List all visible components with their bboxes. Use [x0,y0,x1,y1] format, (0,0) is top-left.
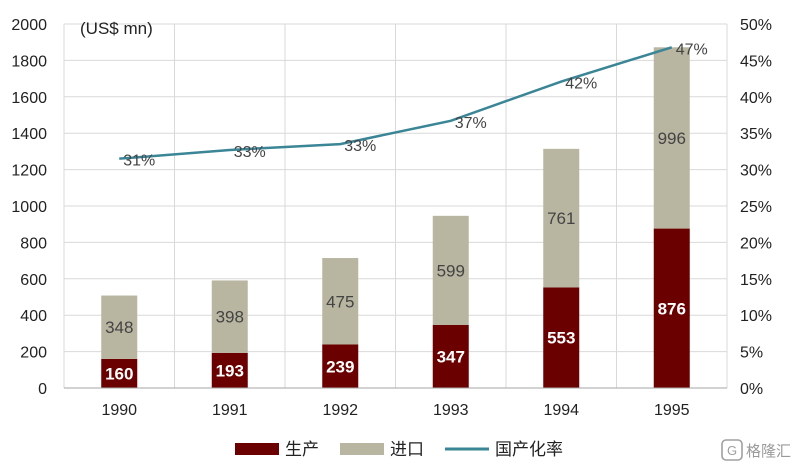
bar-label-import: 761 [547,209,575,228]
bar-label-import: 348 [105,318,133,337]
bar-label-import: 599 [437,261,465,280]
legend: 生产 进口 国产化率 [235,440,563,459]
x-tick-label: 1990 [101,402,137,419]
legend-swatch [235,443,279,455]
legend-swatch [340,443,384,455]
legend-item-ratio: 国产化率 [445,440,563,459]
logo-g-icon: G [721,439,743,461]
bar-label-import: 475 [326,292,354,311]
y2-tick-label: 20% [740,235,772,252]
y-tick-label: 1200 [11,163,47,180]
ratio-label: 37% [455,115,487,132]
bar-import [432,215,469,325]
bar-label-production: 160 [105,364,133,383]
y-tick-label: 0 [38,381,47,398]
ratio-label: 31% [123,153,155,170]
bar-production [432,324,469,388]
legend-item-import: 进口 [340,440,424,459]
bar-label-import: 996 [658,129,686,148]
bar-production [322,344,359,388]
y-tick-label: 400 [20,308,47,325]
y2-tick-label: 15% [740,272,772,289]
ratio-label: 42% [565,76,597,93]
x-tick-label: 1993 [433,402,469,419]
y-unit-label: (US$ mn) [80,19,153,38]
bar-label-import: 398 [216,308,244,327]
bar-import [101,295,138,359]
y-tick-label: 2000 [11,17,47,34]
ratio-label: 33% [344,138,376,155]
y-tick-label: 1800 [11,53,47,70]
bar-production [653,228,690,388]
bars [101,47,690,388]
x-tick-label: 1992 [322,402,358,419]
y-tick-label: 600 [20,272,47,289]
watermark: G 格隆汇 [721,439,791,461]
bar-import [543,148,580,288]
bar-label-production: 347 [437,347,465,366]
legend-item-production: 生产 [235,440,319,459]
y2-tick-label: 50% [740,17,772,34]
bar-import [653,47,690,229]
y2-tick-label: 35% [740,126,772,143]
ratio-line [119,46,673,160]
ratio-label: 47% [676,41,708,58]
axes: 0 200 400 600 800 1000 1200 1400 1600 1800 2000 0% 5… [11,17,772,419]
bar-production [543,287,580,388]
y-tick-label: 200 [20,345,47,362]
y-tick-label: 800 [20,235,47,252]
y2-tick-label: 40% [740,90,772,107]
y2-tick-label: 30% [740,163,772,180]
y-tick-label: 1000 [11,199,47,216]
y2-tick-label: 45% [740,53,772,70]
ratio-line-path [119,46,673,160]
bar-import [211,280,248,353]
legend-label: 国产化率 [495,440,563,459]
y-tick-label: 1400 [11,126,47,143]
bar-import [322,258,359,345]
x-tick-label: 1994 [543,402,579,419]
x-tick-label: 1991 [212,402,248,419]
bar-label-production: 239 [326,357,354,376]
y2-tick-label: 25% [740,199,772,216]
gridlines [63,23,728,388]
y2-tick-label: 5% [740,345,763,362]
y2-tick-label: 0% [740,381,763,398]
bar-production [101,358,138,388]
ratio-label: 33% [234,144,266,161]
bar-label-production: 193 [216,361,244,380]
x-tick-label: 1995 [654,402,690,419]
y2-tick-label: 10% [740,308,772,325]
bar-label-production: 876 [658,299,686,318]
legend-label: 生产 [285,440,319,459]
data-labels: 160 348 193 398 239 475 347 599 553 761 876 996 31% 3… [105,41,708,383]
y-tick-label: 1600 [11,90,47,107]
legend-label: 进口 [390,440,424,459]
bar-production [211,352,248,388]
bar-label-production: 553 [547,329,575,348]
svg-text:G: G [727,443,737,458]
watermark-text: 格隆汇 [746,443,791,460]
